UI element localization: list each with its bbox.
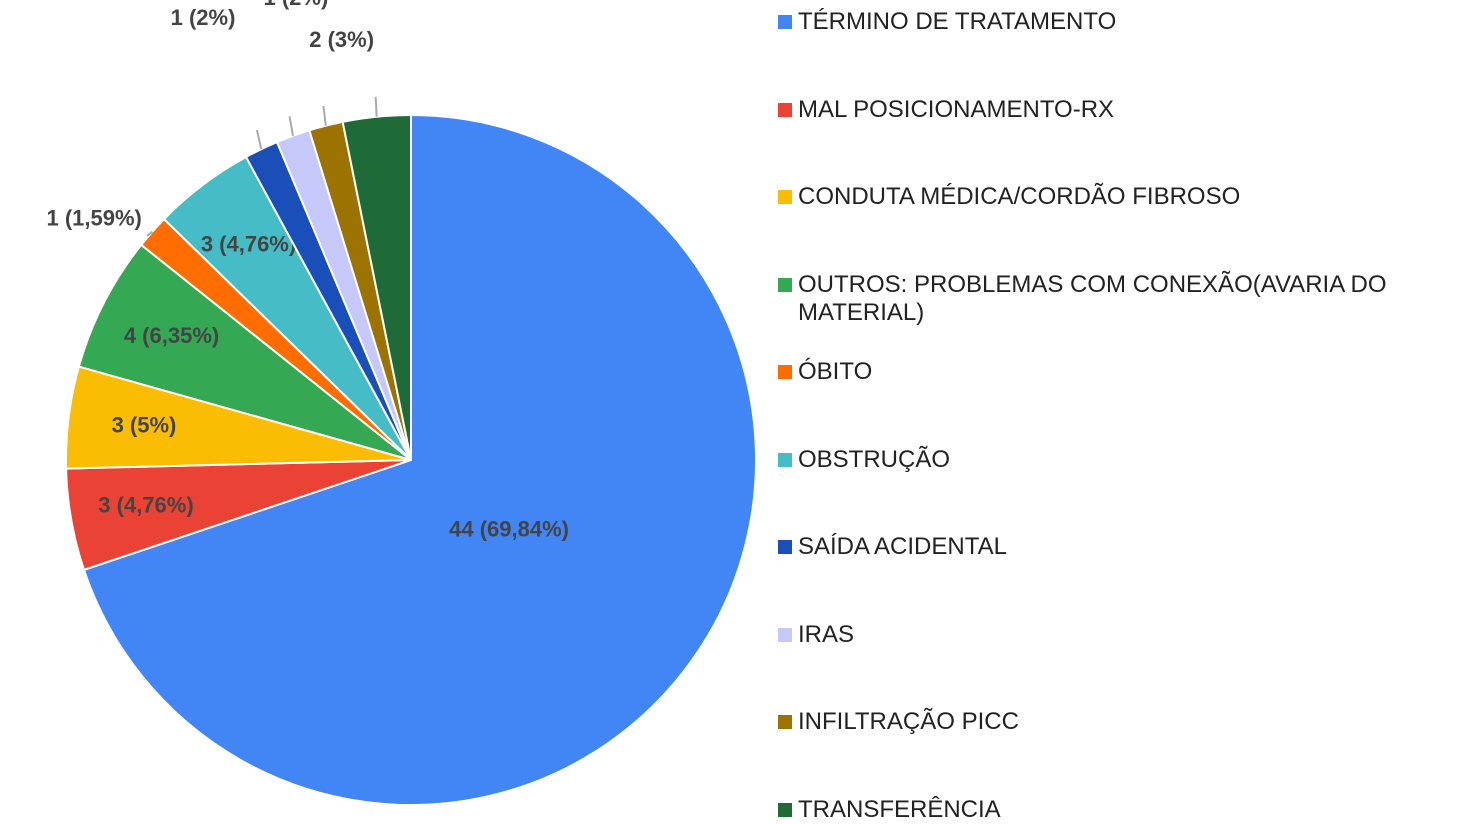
leader-line	[288, 116, 294, 136]
legend-swatch	[778, 627, 792, 642]
legend-label: SAÍDA ACIDENTAL	[798, 533, 1007, 560]
legend-label: TÉRMINO DE TRATAMENTO	[798, 8, 1117, 35]
legend-label: TRANSFERÊNCIA	[798, 795, 1001, 823]
legend-label: CONDUTA MÉDICA/CORDÃO FIBROSO	[798, 183, 1241, 210]
legend-item: ÓBITO	[778, 358, 1448, 386]
leader-line	[374, 96, 378, 117]
data-label: 1 (2%)	[263, 0, 328, 10]
pie-slice	[77, 243, 412, 461]
legend-swatch	[778, 102, 792, 117]
legend-item: SAÍDA ACIDENTAL	[778, 533, 1448, 561]
data-label: 44 (69,84%)	[449, 516, 569, 541]
data-label: 1 (1,59%)	[47, 206, 142, 231]
legend-item: CONDUTA MÉDICA/CORDÃO FIBROSO	[778, 183, 1448, 211]
legend-item: OBSTRUÇÃO	[778, 446, 1448, 474]
legend-item: TRANSFERÊNCIA	[778, 796, 1448, 824]
legend-swatch	[778, 365, 792, 379]
legend-item: TÉRMINO DE TRATAMENTO	[778, 8, 1448, 36]
leader-line	[322, 105, 327, 126]
leader-line	[255, 129, 263, 150]
data-label: 1 (2%)	[171, 5, 236, 30]
pie-slice	[341, 113, 412, 461]
data-label: 3 (5%)	[112, 412, 177, 437]
leader-line	[146, 230, 153, 237]
legend-label: OBSTRUÇÃO	[798, 445, 951, 473]
legend-item: IRAS	[778, 621, 1448, 649]
legend-swatch	[778, 540, 792, 554]
legend-swatch	[778, 190, 792, 204]
legend-swatch	[778, 715, 792, 729]
data-label: 3 (4,76%)	[98, 493, 193, 518]
legend-item: MAL POSICIONAMENTO-RX	[778, 96, 1448, 124]
legend-label: ÓBITO	[798, 358, 873, 385]
chart: 44 (69,84%) 3 (4,76%) 3 (5%) 4 (6,35%) 3 (4,…	[47, 0, 757, 806]
legend-item: OUTROS: PROBLEMAS COM CONEXÃO(AVARIA DO …	[778, 271, 1448, 327]
legend-item: INFILTRAÇÃO PICC	[778, 708, 1448, 736]
legend-label: INFILTRAÇÃO PICC	[798, 708, 1019, 735]
data-label: 4 (6,35%)	[124, 323, 219, 348]
legend-label: MAL POSICIONAMENTO-RX	[798, 95, 1115, 123]
data-label: 3 (4,76%)	[201, 231, 296, 256]
legend-swatch	[778, 277, 792, 292]
legend-swatch	[778, 802, 792, 817]
legend-swatch	[778, 15, 792, 29]
data-label: 2 (3%)	[309, 27, 374, 52]
legend-label: OUTROS: PROBLEMAS COM CONEXÃO(AVARIA DO …	[798, 270, 1387, 326]
pie-slice	[82, 113, 757, 806]
legend-swatch	[778, 452, 792, 467]
legend-label: IRAS	[798, 620, 855, 648]
